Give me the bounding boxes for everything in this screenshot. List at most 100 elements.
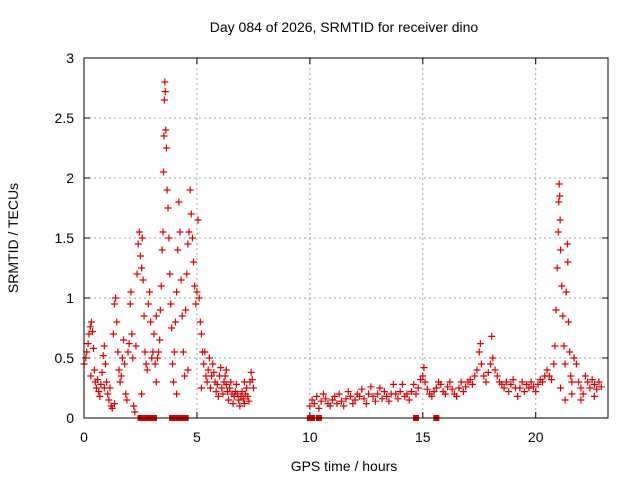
data-point <box>360 395 368 403</box>
data-point <box>235 396 243 404</box>
data-point <box>358 385 366 393</box>
data-point <box>156 306 164 314</box>
x-tick-label: 20 <box>528 429 544 445</box>
data-point <box>362 400 370 408</box>
data-point <box>150 330 158 338</box>
data-point <box>193 288 201 296</box>
data-point <box>493 372 501 380</box>
data-point <box>171 318 179 326</box>
data-point <box>161 78 169 86</box>
data-point <box>173 288 181 296</box>
data-point <box>529 383 537 391</box>
data-point <box>319 390 327 398</box>
data-point <box>210 368 218 376</box>
data-point <box>482 378 490 386</box>
data-point <box>227 378 235 386</box>
data-point <box>153 354 161 362</box>
data-point <box>176 228 184 236</box>
y-tick-label: 0 <box>66 410 74 426</box>
data-point <box>405 396 413 404</box>
data-point <box>123 396 131 404</box>
data-point <box>158 246 166 254</box>
data-point <box>568 378 576 386</box>
data-point <box>87 318 95 326</box>
data-point <box>444 383 452 391</box>
data-point <box>378 395 386 403</box>
data-point <box>168 324 176 332</box>
data-point <box>556 216 564 224</box>
data-point <box>448 385 456 393</box>
data-point <box>380 388 388 396</box>
data-point <box>221 372 229 380</box>
data-point <box>595 378 603 386</box>
data-point <box>523 380 531 388</box>
data-point <box>419 372 427 380</box>
data-point <box>551 342 559 350</box>
data-point <box>100 342 108 350</box>
data-point <box>160 168 168 176</box>
data-point <box>383 392 391 400</box>
y-tick-label: 2 <box>66 170 74 186</box>
data-point <box>248 376 256 384</box>
data-point <box>152 312 160 320</box>
data-point <box>129 354 137 362</box>
data-point <box>414 384 422 392</box>
data-point <box>308 396 316 404</box>
data-point <box>162 126 170 134</box>
data-point <box>214 392 222 400</box>
data-point <box>161 88 169 96</box>
data-point <box>476 340 484 348</box>
data-point <box>226 384 234 392</box>
data-point <box>562 288 570 296</box>
data-point <box>581 372 589 380</box>
data-point <box>127 288 135 296</box>
data-point <box>245 397 253 405</box>
data-point <box>184 366 192 374</box>
x-tick-label: 5 <box>193 429 201 445</box>
data-point <box>144 300 152 308</box>
data-point <box>164 204 172 212</box>
data-point <box>566 348 574 356</box>
data-point <box>532 388 540 396</box>
data-point <box>527 378 535 386</box>
data-point <box>240 400 248 408</box>
data-point <box>110 300 118 308</box>
data-point <box>116 378 124 386</box>
data-point <box>561 396 569 404</box>
data-point <box>509 376 517 384</box>
data-point <box>186 186 194 194</box>
data-point <box>349 400 357 408</box>
data-point <box>86 323 94 331</box>
data-point <box>157 282 165 290</box>
data-point <box>191 282 199 290</box>
data-point <box>322 395 330 403</box>
data-point <box>412 390 420 398</box>
data-point <box>229 400 237 408</box>
data-point <box>128 330 136 338</box>
data-point <box>187 210 195 218</box>
data-point <box>315 404 323 412</box>
data-point <box>554 228 562 236</box>
x-tick-label: 15 <box>415 429 431 445</box>
data-point <box>347 392 355 400</box>
plot-frame <box>83 57 609 419</box>
data-point <box>555 180 563 188</box>
data-point <box>590 380 598 388</box>
data-point <box>491 366 499 374</box>
data-point <box>579 390 587 398</box>
data-point <box>403 390 411 398</box>
data-point <box>507 380 515 388</box>
data-point <box>593 385 601 393</box>
data-point <box>568 390 576 398</box>
data-point <box>217 364 225 372</box>
data-point <box>575 378 583 386</box>
data-point <box>423 385 431 393</box>
data-point <box>559 312 567 320</box>
data-point <box>441 390 449 398</box>
y-axis-label: SRMTID / TECUs <box>5 183 21 293</box>
data-point <box>417 376 425 384</box>
data-point <box>112 294 120 302</box>
data-point <box>223 388 231 396</box>
data-point <box>219 390 227 398</box>
data-point <box>396 388 404 396</box>
